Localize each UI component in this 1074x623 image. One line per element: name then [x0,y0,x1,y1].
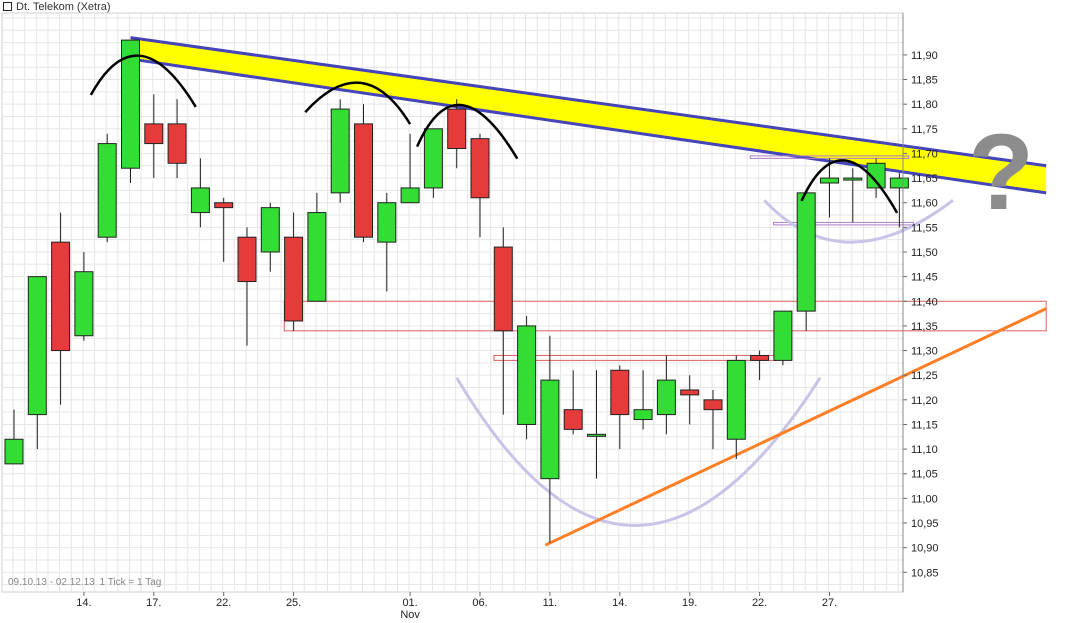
candle-body [237,236,257,283]
y-tick-label: 11,05 [911,469,938,481]
y-tick-label: 11,40 [911,296,938,308]
legend: Dt. Telekom (Xetra) [3,0,111,13]
support-trendline [544,307,1047,547]
x-tick-label: 11. [543,597,557,609]
candle-body [680,389,700,396]
candle-body [656,379,676,416]
zone-box [773,221,914,226]
candle-body [470,138,490,199]
candle-body [750,354,770,361]
candle-body [260,207,280,253]
candle-body [51,241,71,352]
candle-body [27,276,47,416]
y-tick-label: 11,90 [911,50,938,62]
x-tick-label: 14. [612,597,627,609]
support-line [544,307,1047,547]
legend-swatch [3,2,12,11]
candle-body [633,409,653,421]
x-tick-label: 22. [752,597,767,609]
resistance-band [129,36,1047,195]
candle-body [330,108,350,194]
resistance-line-upper [130,36,1047,168]
candle-body [214,202,234,209]
month-label: Nov [400,609,420,621]
candle-body [610,369,630,416]
top-arc [800,159,899,214]
candles [4,39,909,543]
candle-body [307,212,327,302]
y-tick-label: 11,45 [911,272,938,284]
bowl-curve [455,376,822,527]
y-tick-label: 11,00 [911,493,938,505]
y-tick-label: 10,85 [911,567,939,579]
y-tick-label: 11,60 [911,198,938,210]
x-tick-label: 27. [822,597,837,609]
x-tick-label: 19. [682,597,697,609]
candle-body [377,202,397,243]
y-tick-label: 10,95 [911,518,939,530]
candle-body [796,192,816,312]
candle-body [74,271,94,337]
resistance-band-fill [130,37,1047,193]
candle-body [889,177,909,189]
bowl-curves [455,199,954,527]
top-arc [415,103,519,160]
y-axis: 11,90 11,85 11,80 11,75 11,70 11,65 11,60 11,55… [902,13,939,592]
x-tick-label: 14. [76,597,91,609]
y-tick-label: 11,75 [911,124,938,136]
candle-body [773,310,793,361]
candle-body [97,143,117,238]
resistance-line-lower [129,57,1047,195]
candle-body [400,187,420,204]
y-tick-label: 11,65 [911,173,938,185]
candle-body [4,438,24,465]
y-tick-label: 11,25 [911,370,938,382]
x-tick-label: 17. [146,597,161,609]
chart-title: Dt. Telekom (Xetra) [16,0,111,13]
y-tick-label: 11,85 [911,75,938,87]
candle-body [703,399,723,411]
y-tick-label: 11,20 [911,395,938,407]
bowl-curve [763,199,954,244]
x-tick-label: 01. [402,597,417,609]
top-arc [89,54,197,108]
y-tick-label: 10,90 [911,543,939,555]
date-range: 09.10.13 - 02.12.13 [8,577,95,588]
range-note: 09.10.13 - 02.12.13 1 Tick = 1 Tag [8,577,163,588]
candle-body [820,177,839,184]
candle-body [517,325,537,425]
candle-body [843,177,863,181]
y-tick-label: 11,80 [911,99,938,111]
candle-body [866,162,886,189]
candle-body [447,108,467,150]
y-tick-label: 11,50 [911,247,938,259]
candle-body [167,123,187,164]
candle-body [563,409,583,430]
top-arc [304,81,412,125]
candle-body [121,39,140,169]
y-tick-label: 11,10 [911,444,938,456]
candle-body [423,128,443,189]
x-tick-label: 22. [216,597,231,609]
y-tick-label: 11,70 [911,148,938,160]
y-tick-label: 11,15 [911,419,938,431]
candle-body [354,123,373,238]
y-tick-label: 11,35 [911,321,938,333]
candle-body [190,187,210,214]
candle-body [284,236,304,322]
candle-body [726,359,746,440]
x-tick-label: 06. [472,597,487,609]
tick-info: 1 Tick = 1 Tag [99,577,162,588]
y-tick-label: 11,55 [911,222,938,234]
candle-body [144,123,164,145]
candle-body [493,246,513,332]
candle-body [540,379,560,480]
x-axis: 14. 17. 22. 25. 01. 06. 11. 14. 19. 22. 27. Nov [76,592,837,621]
top-arcs [89,54,899,214]
x-tick-label: 25. [286,597,301,609]
y-tick-label: 11,30 [911,346,938,358]
candle-body [587,433,606,437]
question-mark-annotation: ? [968,111,1034,232]
